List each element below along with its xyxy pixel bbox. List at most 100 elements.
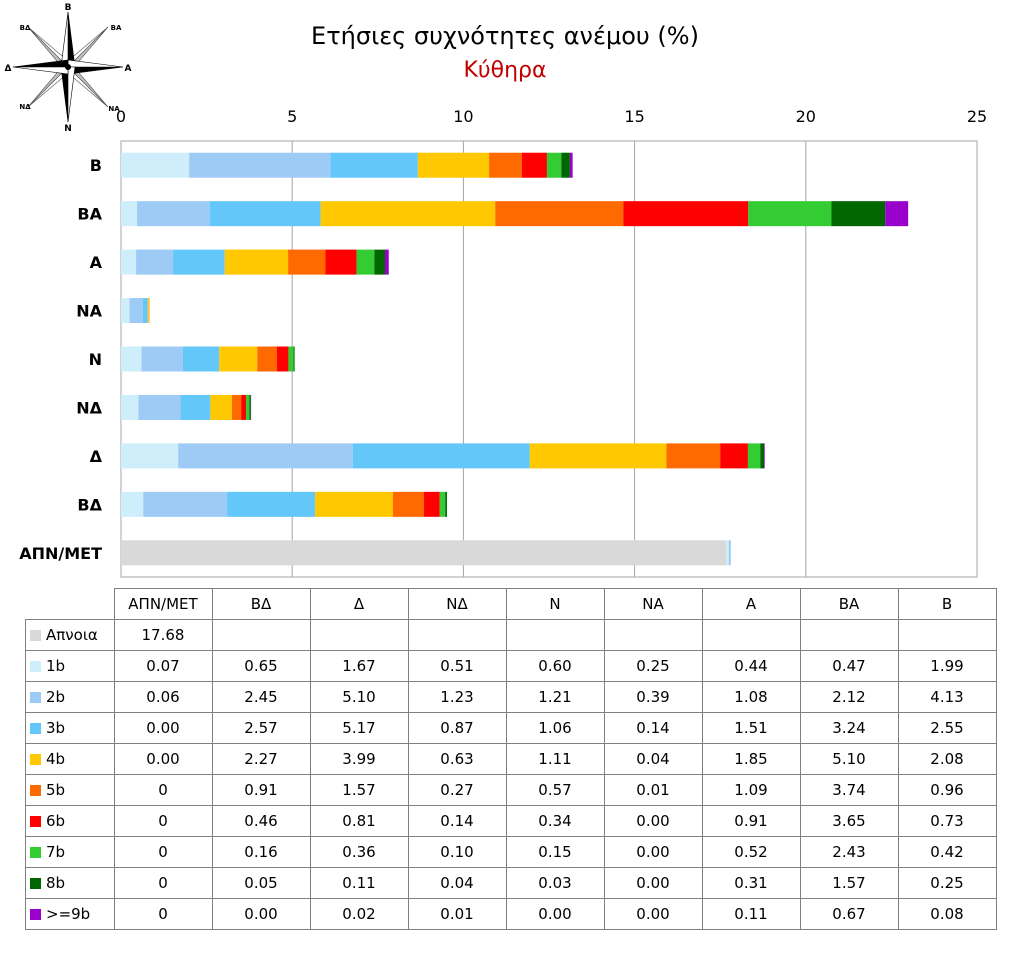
legend-label: 1b bbox=[46, 657, 66, 675]
legend-label: 4b bbox=[46, 750, 66, 768]
table-cell: 0.81 bbox=[309, 805, 409, 837]
bar-segment bbox=[249, 394, 251, 420]
table-cell: 3.24 bbox=[799, 712, 899, 744]
table-row: 7b 0 0.16 0.36 0.10 0.15 0.00 0.52 2.43 0.42 bbox=[25, 836, 997, 868]
bar-segment bbox=[315, 491, 393, 517]
bar-segment bbox=[224, 249, 289, 275]
x-tick-label: 15 bbox=[624, 107, 644, 126]
table-cell: 4.13 bbox=[897, 681, 997, 713]
table-cell: 2.08 bbox=[897, 743, 997, 775]
table-header-row: ΑΠΝ/ΜΕΤ ΒΔ Δ ΝΔ Ν ΝΑ Α ΒΑ Β bbox=[25, 588, 997, 620]
table-cell: 0 bbox=[113, 898, 213, 930]
bar-segment bbox=[276, 346, 289, 372]
table-cell: 2.45 bbox=[211, 681, 311, 713]
table-cell: 0.01 bbox=[407, 898, 507, 930]
compass-label-sw: ΝΔ bbox=[19, 103, 31, 111]
bar-segment bbox=[142, 298, 148, 324]
table-cell bbox=[897, 619, 997, 651]
bar-segment bbox=[726, 540, 729, 566]
table-cell: 1.85 bbox=[701, 743, 801, 775]
stacked-bar-chart: 0 5 10 15 20 25 Β ΒΑ Α ΝΑ Ν ΝΔ Δ ΒΔ ΑΠΝ/ΜΕΤ bbox=[19, 107, 987, 578]
column-header: Δ bbox=[309, 588, 409, 620]
table-row: 6b 0 0.46 0.81 0.14 0.34 0.00 0.91 3.65 0.73 bbox=[25, 805, 997, 837]
bar-segment bbox=[728, 540, 731, 566]
table-cell: 0.73 bbox=[897, 805, 997, 837]
bar-segment bbox=[417, 152, 490, 178]
table-cell bbox=[211, 619, 311, 651]
table-cell: 0.91 bbox=[701, 805, 801, 837]
x-tick-label: 0 bbox=[116, 107, 126, 126]
bar-segment bbox=[121, 201, 138, 227]
table-cell: 0 bbox=[113, 867, 213, 899]
table-cell: 0.63 bbox=[407, 743, 507, 775]
y-category-label: Α bbox=[90, 253, 103, 272]
data-table: ΑΠΝ/ΜΕΤ ΒΔ Δ ΝΔ Ν ΝΑ Α ΒΑ Β Απνοια 17.68 1b 0.07 0.65… bbox=[25, 588, 997, 930]
bar-segment bbox=[546, 152, 562, 178]
column-header: ΒΔ bbox=[211, 588, 311, 620]
table-cell: 0.14 bbox=[603, 712, 703, 744]
row-legend: 2b bbox=[25, 681, 115, 713]
bar-segment bbox=[831, 201, 886, 227]
table-cell: 0.25 bbox=[603, 650, 703, 682]
legend-swatch bbox=[30, 754, 41, 765]
table-cell: 0 bbox=[113, 805, 213, 837]
bar-segment bbox=[384, 249, 389, 275]
compass-label-s: Ν bbox=[64, 124, 72, 134]
legend-swatch bbox=[30, 816, 41, 827]
table-cell: 0.00 bbox=[603, 867, 703, 899]
table-cell: 3.99 bbox=[309, 743, 409, 775]
y-category-label: Ν bbox=[89, 350, 102, 369]
bar-segment bbox=[138, 394, 181, 420]
bar-segment bbox=[178, 443, 353, 469]
table-cell: 1.51 bbox=[701, 712, 801, 744]
table-cell: 3.74 bbox=[799, 774, 899, 806]
row-legend: >=9b bbox=[25, 898, 115, 930]
table-row: 3b 0.00 2.57 5.17 0.87 1.06 0.14 1.51 3.24 2.55 bbox=[25, 712, 997, 744]
bar-segment bbox=[495, 201, 624, 227]
column-header: ΝΔ bbox=[407, 588, 507, 620]
table-cell: 0.00 bbox=[603, 836, 703, 868]
x-tick-label: 25 bbox=[967, 107, 987, 126]
table-row: 4b 0.00 2.27 3.99 0.63 1.11 0.04 1.85 5.10 2.08 bbox=[25, 743, 997, 775]
table-cell: 0.00 bbox=[113, 743, 213, 775]
compass-label-e: Α bbox=[125, 64, 132, 74]
table-cell: 0.07 bbox=[113, 650, 213, 682]
table-cell: 1.99 bbox=[897, 650, 997, 682]
row-legend: 8b bbox=[25, 867, 115, 899]
compass-cardinal-point bbox=[12, 66, 69, 75]
table-cell: 1.67 bbox=[309, 650, 409, 682]
compass-label-nw: ΒΔ bbox=[20, 24, 31, 32]
bar-segment bbox=[623, 201, 749, 227]
table-cell: 0.42 bbox=[897, 836, 997, 868]
table-cell: 0.65 bbox=[211, 650, 311, 682]
table-cell: 0.01 bbox=[603, 774, 703, 806]
bar-segment bbox=[748, 201, 832, 227]
table-cell: 1.08 bbox=[701, 681, 801, 713]
compass-label-w: Δ bbox=[5, 64, 12, 74]
table-cell: 2.57 bbox=[211, 712, 311, 744]
legend-swatch bbox=[30, 909, 41, 920]
table-cell: 0.00 bbox=[505, 898, 605, 930]
table-row: 8b 0 0.05 0.11 0.04 0.03 0.00 0.31 1.57 0.25 bbox=[25, 867, 997, 899]
bar-segment bbox=[445, 491, 447, 517]
bar-segment bbox=[189, 152, 331, 178]
table-cell: 1.11 bbox=[505, 743, 605, 775]
table-cell: 0.96 bbox=[897, 774, 997, 806]
table-cell: 0 bbox=[113, 774, 213, 806]
legend-label: 3b bbox=[46, 719, 66, 737]
bar-segment bbox=[666, 443, 721, 469]
bar-segment bbox=[121, 443, 179, 469]
x-tick-label: 20 bbox=[796, 107, 816, 126]
table-cell bbox=[309, 619, 409, 651]
legend-label: 8b bbox=[46, 874, 66, 892]
bar-segment bbox=[173, 249, 225, 275]
table-cell: 0.05 bbox=[211, 867, 311, 899]
table-cell: 0.00 bbox=[211, 898, 311, 930]
table-cell: 1.06 bbox=[505, 712, 605, 744]
table-cell: 2.27 bbox=[211, 743, 311, 775]
table-cell: 0.34 bbox=[505, 805, 605, 837]
bar-segment bbox=[320, 201, 496, 227]
chart-subtitle: Κύθηρα bbox=[463, 58, 547, 83]
x-tick-label: 5 bbox=[287, 107, 297, 126]
table-cell: 2.43 bbox=[799, 836, 899, 868]
